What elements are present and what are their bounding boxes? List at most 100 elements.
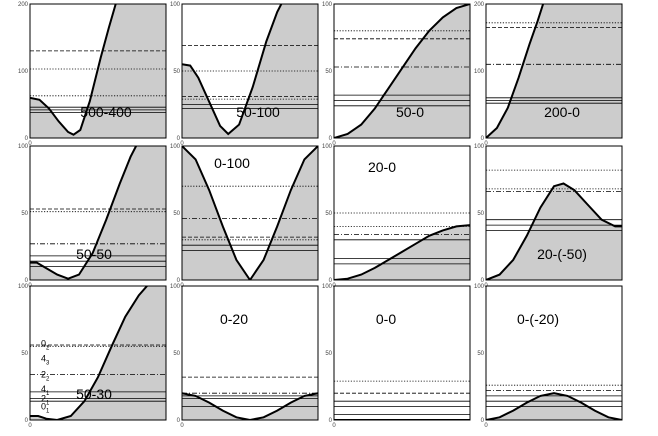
y-tick-label: 0 xyxy=(481,136,485,142)
potential-curve xyxy=(334,4,470,138)
y-tick-label: 50 xyxy=(173,211,180,217)
y-tick-label: 0 xyxy=(25,278,29,284)
panel-label: 50-100 xyxy=(236,104,280,120)
level-label: 21 xyxy=(41,394,50,407)
y-tick-label: 100 xyxy=(474,284,485,290)
panel-frame xyxy=(485,285,623,421)
chart-panel-12: 0 50 100 0 0-(-20) xyxy=(474,284,623,429)
y-tick-label: 50 xyxy=(477,211,484,217)
y-tick-label: 50 xyxy=(325,69,332,75)
panel-frame xyxy=(333,285,471,421)
potential-curve xyxy=(486,392,622,420)
y-tick-label: 100 xyxy=(474,144,485,150)
y-tick-label: 100 xyxy=(474,69,485,75)
level-label: 41 xyxy=(41,384,50,397)
y-tick-label: 50 xyxy=(173,351,180,357)
potential-curve xyxy=(334,224,470,280)
y-tick-label: 50 xyxy=(325,351,332,357)
chart-panel-11: 0 50 100 0 0-0 xyxy=(322,284,471,429)
x-tick-label: 0 xyxy=(332,423,336,429)
potential-curve xyxy=(182,392,318,420)
potential-area xyxy=(182,393,318,420)
panel-label: 20-0 xyxy=(368,159,396,175)
y-tick-label: 100 xyxy=(322,284,333,290)
y-tick-label: 0 xyxy=(177,136,181,142)
y-tick-label: 0 xyxy=(481,278,485,284)
level-label: 01 xyxy=(41,402,50,415)
panel-frame xyxy=(181,285,319,421)
y-tick-label: 50 xyxy=(477,351,484,357)
y-tick-label: 0 xyxy=(177,278,181,284)
panel-frame xyxy=(181,145,319,281)
y-tick-label: 50 xyxy=(325,211,332,217)
y-tick-label: 50 xyxy=(21,351,28,357)
potential-area xyxy=(30,146,166,280)
x-tick-label: 0 xyxy=(484,141,488,147)
y-tick-label: 0 xyxy=(481,418,485,424)
y-tick-label: 0 xyxy=(25,418,29,424)
y-tick-label: 0 xyxy=(25,136,29,142)
panel-label: 500-400 xyxy=(80,104,132,120)
y-tick-label: 0 xyxy=(329,136,333,142)
y-tick-label: 200 xyxy=(18,2,29,8)
potential-area xyxy=(486,183,622,280)
panel-label: 0-(-20) xyxy=(517,311,559,327)
y-tick-label: 100 xyxy=(170,284,181,290)
y-tick-label: 100 xyxy=(170,2,181,8)
level-label: 02 xyxy=(41,339,50,352)
panel-frame xyxy=(29,285,167,421)
potential-area xyxy=(30,286,166,420)
panel-frame xyxy=(29,145,167,281)
x-tick-label: 0 xyxy=(484,423,488,429)
panel-frame xyxy=(333,3,471,139)
panel-label: 200-0 xyxy=(544,104,580,120)
y-tick-label: 100 xyxy=(170,144,181,150)
y-tick-label: 200 xyxy=(474,2,485,8)
x-tick-label: 0 xyxy=(180,141,184,147)
panel-label: 50-50 xyxy=(76,246,112,262)
potential-area xyxy=(486,4,622,138)
potential-area xyxy=(334,4,470,138)
potential-curve xyxy=(30,146,137,280)
panel-label: 50-0 xyxy=(396,104,424,120)
potential-curve xyxy=(182,146,318,280)
x-tick-label: 0 xyxy=(332,141,336,147)
panel-frame xyxy=(333,145,471,281)
y-tick-label: 100 xyxy=(322,144,333,150)
potential-area xyxy=(182,146,318,280)
potential-curve xyxy=(486,182,622,280)
panel-label: 0-0 xyxy=(376,311,396,327)
panel-label: 0-20 xyxy=(220,311,248,327)
y-tick-label: 0 xyxy=(329,418,333,424)
panel-frame xyxy=(485,3,623,139)
y-tick-label: 50 xyxy=(173,69,180,75)
x-tick-label: 0 xyxy=(28,423,32,429)
panel-frame xyxy=(181,3,319,139)
panel-label: 20-(-50) xyxy=(537,246,587,262)
x-tick-label: 0 xyxy=(28,141,32,147)
potential-curve xyxy=(182,4,283,136)
y-tick-label: 0 xyxy=(329,278,333,284)
potential-curve xyxy=(30,4,117,136)
level-label: 22 xyxy=(41,369,50,382)
y-tick-label: 0 xyxy=(177,418,181,424)
panel-label: 0-100 xyxy=(214,155,250,171)
chart-panel-10: 0 50 100 0 0-20 xyxy=(170,284,319,429)
level-label: 43 xyxy=(41,353,50,366)
panel-frame xyxy=(485,145,623,281)
potential-curve xyxy=(486,4,545,138)
x-tick-label: 0 xyxy=(180,423,184,429)
y-tick-label: 100 xyxy=(18,284,29,290)
y-tick-label: 100 xyxy=(322,2,333,8)
y-tick-label: 50 xyxy=(21,211,28,217)
